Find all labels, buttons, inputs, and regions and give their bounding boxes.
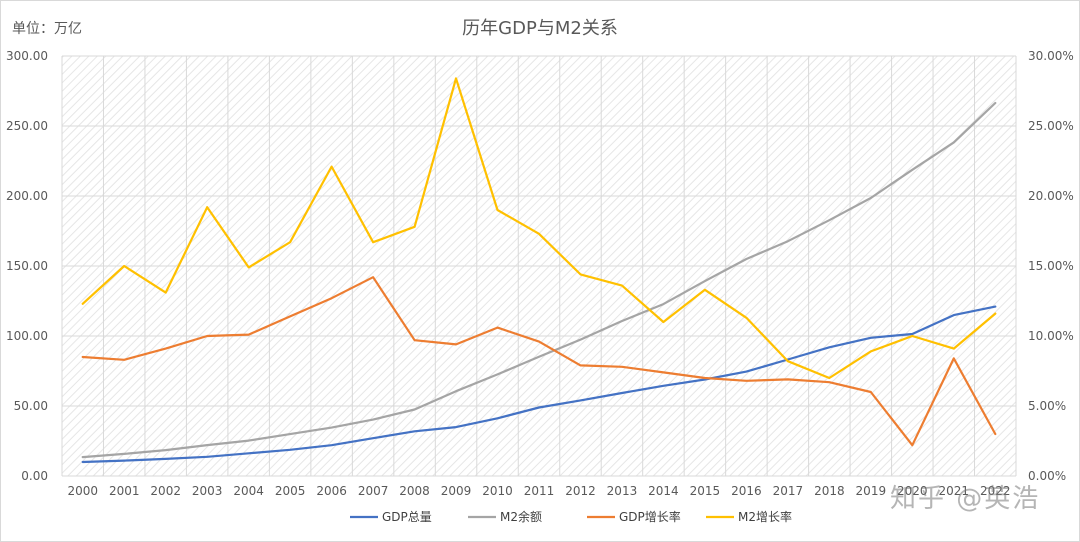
x-tick-label: 2014 [648, 484, 679, 498]
series-line-gdp_growth [81, 276, 997, 447]
y-right-tick-label: 25.00% [1028, 119, 1074, 133]
y-left-tick-label: 250.00 [6, 119, 48, 133]
right-axis: 0.00% 5.00% 10.00% 15.00% 20.00% 25.00% 30.00% [1028, 49, 1074, 483]
y-right-tick-label: 0.00% [1028, 469, 1066, 483]
x-tick-label: 2005 [275, 484, 306, 498]
x-tick-label: 2016 [731, 484, 762, 498]
x-tick-label: 2019 [856, 484, 887, 498]
x-tick-label: 2004 [233, 484, 264, 498]
y-right-tick-label: 30.00% [1028, 49, 1074, 63]
series-line-m2_growth [81, 77, 997, 380]
legend-label: GDP总量 [382, 510, 432, 524]
x-tick-label: 2013 [607, 484, 638, 498]
x-tick-label: 2007 [358, 484, 389, 498]
y-right-tick-label: 15.00% [1028, 259, 1074, 273]
y-left-tick-label: 50.00 [14, 399, 48, 413]
y-left-tick-label: 100.00 [6, 329, 48, 343]
y-right-tick-label: 10.00% [1028, 329, 1074, 343]
x-tick-label: 2002 [150, 484, 181, 498]
x-tick-label: 2003 [192, 484, 223, 498]
x-tick-label: 2020 [897, 484, 928, 498]
x-tick-label: 2010 [482, 484, 513, 498]
y-right-tick-label: 5.00% [1028, 399, 1066, 413]
legend-label: M2增长率 [738, 509, 792, 524]
x-tick-label: 2012 [565, 484, 596, 498]
watermark: 知乎 @英浩 [890, 484, 1041, 514]
chart-title: 历年GDP与M2关系 [462, 18, 618, 39]
x-tick-label: 2008 [399, 484, 430, 498]
legend-label: M2余额 [500, 509, 542, 524]
x-tick-label: 2022 [980, 484, 1011, 498]
y-left-tick-label: 150.00 [6, 259, 48, 273]
x-tick-label: 2009 [441, 484, 472, 498]
x-tick-label: 2006 [316, 484, 347, 498]
x-tick-label: 2001 [109, 484, 140, 498]
y-right-tick-label: 20.00% [1028, 189, 1074, 203]
series-line-gdp [81, 305, 997, 464]
x-tick-label: 2011 [524, 484, 555, 498]
x-tick-label: 2018 [814, 484, 845, 498]
y-left-tick-label: 0.00 [21, 469, 48, 483]
x-tick-label: 2017 [773, 484, 804, 498]
x-tick-label: 2021 [939, 484, 970, 498]
unit-label: 单位：万亿 [12, 21, 82, 37]
left-axis: 0.00 50.00 100.00 150.00 200.00 250.00 300.00 [6, 49, 48, 483]
series-line-m2 [81, 101, 997, 459]
legend-label: GDP增长率 [619, 509, 681, 524]
x-tick-label: 2015 [690, 484, 721, 498]
legend: GDP总量 M2余额 GDP增长率 M2增长率 [350, 509, 792, 524]
y-left-tick-label: 300.00 [6, 49, 48, 63]
series-lines [81, 77, 997, 464]
gridlines [61, 55, 1017, 477]
x-axis: 2000 2001 2002 2003 2004 2005 2006 2007 2008 2009… [67, 484, 1010, 498]
y-left-tick-label: 200.00 [6, 189, 48, 203]
x-tick-label: 2000 [67, 484, 98, 498]
